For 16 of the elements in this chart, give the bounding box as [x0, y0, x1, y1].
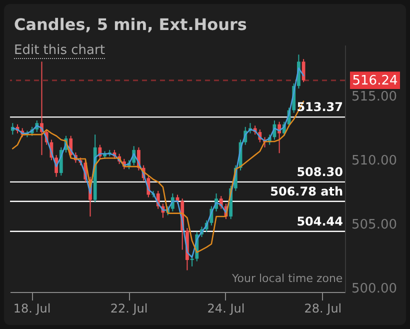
x-tick-label: 22. Jul — [110, 302, 148, 316]
y-tick-label: 515.00 — [352, 90, 397, 105]
y-tick-label: 500.00 — [352, 282, 397, 297]
annotation: Your local time zone — [232, 272, 343, 285]
x-tick-label: 24. Jul — [207, 302, 245, 316]
annotation: Edit this chart — [14, 43, 105, 59]
ref-line-label: 504.44 — [296, 214, 343, 228]
ref-line-label: 508.30 — [296, 164, 343, 179]
x-tick-label: 18. Jul — [13, 302, 51, 316]
candlestick — [190, 254, 194, 267]
ref-line-label: 516.24 — [352, 73, 398, 88]
x-tick-label: 28. Jul — [304, 302, 342, 316]
y-tick-label: 505.00 — [352, 218, 397, 233]
y-tick-label: 510.00 — [352, 154, 397, 169]
chart-title: Candles, 5 min, Ext.Hours — [14, 15, 247, 34]
ref-line-label: 506.78 ath — [270, 184, 343, 198]
